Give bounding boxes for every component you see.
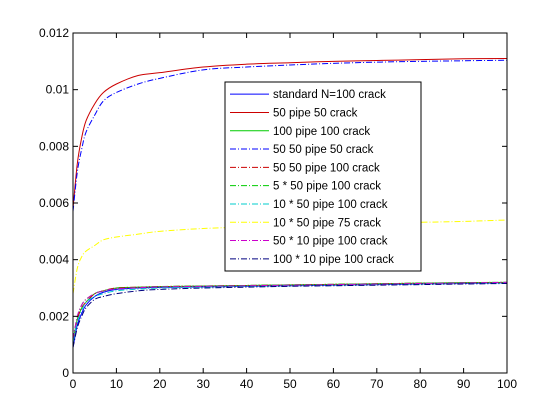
series-line-5 [72,281,508,340]
y-tick-label: 0.004 [39,253,69,267]
series-line-1 [72,282,508,348]
x-tick-label: 80 [414,377,428,391]
x-tick-label: 100 [497,377,517,391]
legend-entry-label: 10 * 50 pipe 75 crack [273,217,381,229]
x-tick-label: 30 [197,377,211,391]
y-tick-label: 0 [62,366,69,380]
y-tick-label: 0.01 [46,83,70,97]
x-tick-label: 50 [283,377,297,391]
y-tick-label: 0.002 [39,309,69,323]
axes: 0 10 20 30 40 50 60 70 80 90 100 0 0.002 0.004 0.006 0.… [39,26,517,391]
x-tick-label: 40 [240,377,254,391]
series-line-4 [72,59,508,212]
y-tick-label: 0.012 [39,26,69,40]
x-tick-label: 70 [370,377,384,391]
series-line-9 [72,281,508,340]
x-tick-label: 10 [110,377,124,391]
legend-entry-label: 50 * 10 pipe 100 crack [273,236,388,248]
legend-entry-label: 10 * 50 pipe 100 crack [273,199,388,211]
x-tick-label: 20 [153,377,167,391]
y-tick-label: 0.008 [39,139,69,153]
x-tick-label: 0 [70,377,77,391]
legend-entry-label: 5 * 50 pipe 100 crack [273,181,381,193]
legend-entry-label: 100 pipe 100 crack [273,126,370,138]
legend-entry-label: 100 * 10 pipe 100 crack [273,254,394,266]
legend-entry-label: 50 50 pipe 50 crack [273,144,374,156]
legend-box [224,81,422,272]
legend: standard N=100 crack 50 pipe 50 crack 100 … [224,81,422,272]
x-tick-label: 90 [457,377,471,391]
legend-entry-label: standard N=100 crack [273,89,386,101]
legend-entry-label: 50 pipe 50 crack [273,107,358,119]
legend-entry-label: 50 50 pipe 100 crack [273,162,380,174]
y-tick-label: 0.006 [39,196,69,210]
series-line-2 [72,58,508,209]
x-tick-label: 60 [327,377,341,391]
series-line-7 [72,282,508,342]
